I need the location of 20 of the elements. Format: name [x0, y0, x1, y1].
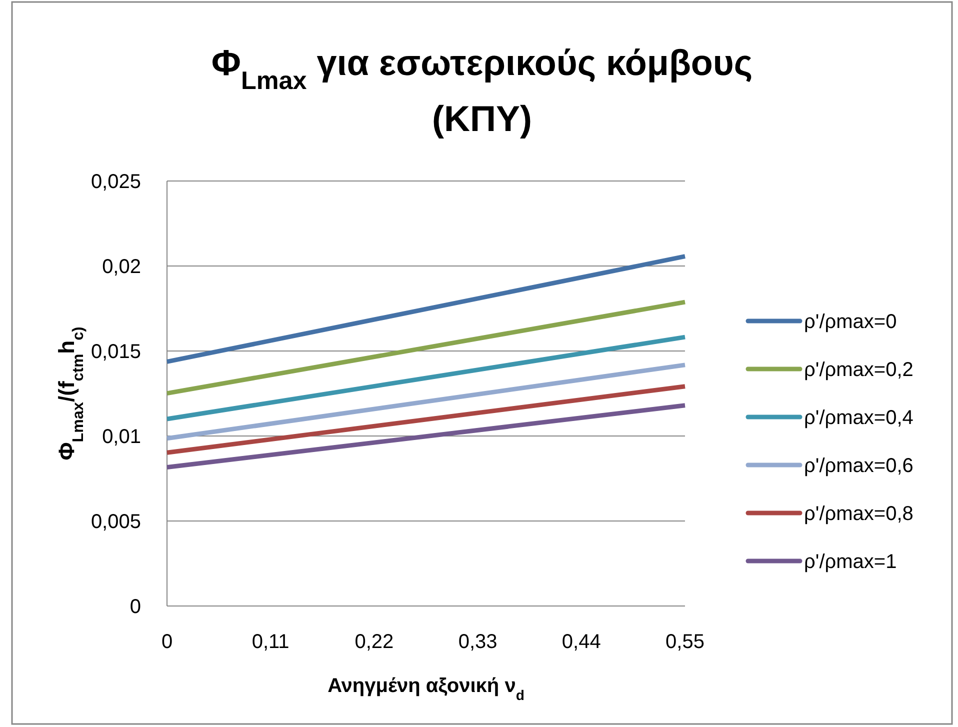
- x-tick-label: 0,22: [354, 631, 394, 653]
- x-tick-label: 0,11: [252, 631, 290, 653]
- legend-label: ρ'/ρmax=0,8: [804, 503, 914, 525]
- legend-label: ρ'/ρmax=1: [804, 551, 897, 573]
- y-tick-label: 0,015: [90, 341, 141, 363]
- legend-label: ρ'/ρmax=0,6: [804, 455, 914, 477]
- legend-label: ρ'/ρmax=0,4: [804, 407, 914, 429]
- legend-label: ρ'/ρmax=0: [804, 311, 897, 333]
- legend-label: ρ'/ρmax=0,2: [804, 359, 914, 381]
- y-tick-label: 0,02: [102, 256, 141, 278]
- chart-title: Φ$_{Lmax}$ για εσωτερικούς κόμβους (ΚΠΥ): [211, 42, 753, 139]
- y-tick-label: 0: [130, 596, 141, 618]
- x-tick-label: 0,33: [458, 631, 498, 653]
- x-tick-label: 0,44: [562, 631, 601, 653]
- y-tick-label: 0,025: [90, 171, 141, 193]
- x-tick-label: 0: [161, 631, 173, 653]
- x-tick-label: 0,55: [666, 631, 704, 653]
- x-axis-title: Ανηγμένη αξονική ν$_{d}$: [328, 675, 524, 703]
- y-tick-label: 0,005: [90, 511, 141, 533]
- y-tick-label: 0,01: [102, 426, 141, 448]
